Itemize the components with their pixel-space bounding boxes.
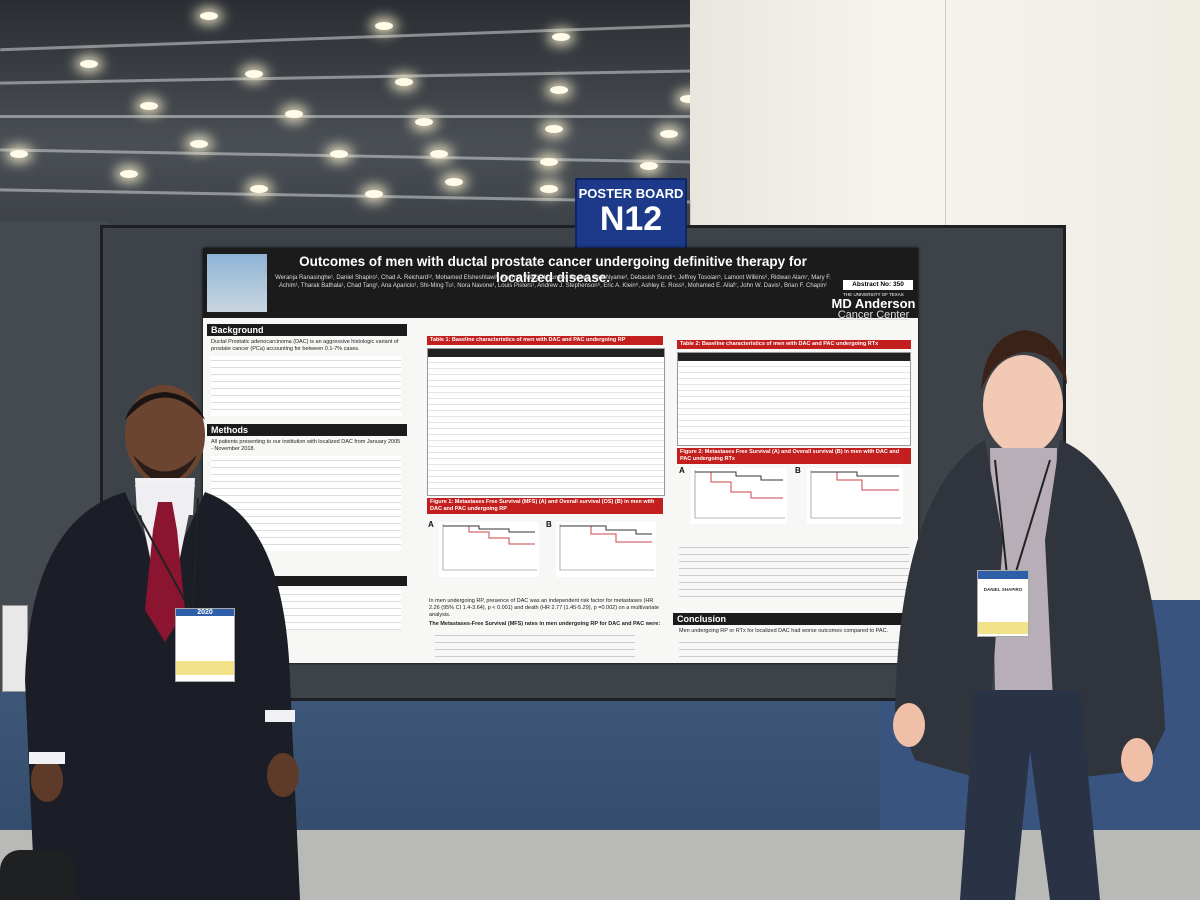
mfs-rates-rp: The Metastases-Free Survival (MFS) rates… — [429, 621, 661, 627]
conclusion-text: Men undergoing RP or RTx for localized D… — [679, 628, 889, 634]
logo-sub: Cancer Center — [837, 309, 910, 321]
results-heading — [207, 576, 407, 586]
results-text-rp: In men undergoing RP, presence of DAC wa… — [429, 598, 659, 618]
sign-number: N12 — [599, 200, 663, 238]
name-badge-left: 2020 — [175, 608, 235, 682]
presenter-right: DANIEL SHAPIRO — [885, 330, 1175, 900]
background-bullets — [211, 356, 401, 416]
os-plot-rtx — [807, 468, 903, 524]
logo-main: MD Anderson — [831, 296, 916, 311]
research-poster: Outcomes of men with ductal prostate can… — [203, 248, 918, 663]
mfs-plot-rp — [439, 522, 539, 577]
table1-heading: Table 1: Baseline characteristics of men… — [427, 336, 663, 345]
figure2-heading: Figure 2: Metastases Free Survival (A) a… — [677, 448, 911, 464]
table2 — [677, 352, 911, 446]
results-text-rtx — [679, 543, 909, 603]
conclusion-bullets — [679, 638, 909, 658]
building-photo — [207, 254, 267, 312]
logo-university: THE UNIVERSITY OF TEXAS — [843, 292, 904, 297]
background-heading: Background — [207, 324, 407, 336]
table1 — [427, 348, 665, 496]
adjacent-poster-sheet — [2, 605, 28, 692]
mfs-plot-rtx — [691, 468, 787, 524]
abstract-number: Abstract No: 350 — [843, 280, 913, 290]
poster-title: Outcomes of men with ductal prostate can… — [299, 254, 807, 285]
poster-board-sign: POSTER BOARD N12 — [575, 178, 687, 254]
poster-authors: Weranja Ranasinghe¹, Daniel Shapiro¹, Ch… — [275, 275, 831, 289]
sign-label: POSTER BOARD — [578, 186, 684, 201]
figure1-heading: Figure 1: Metastases Free Survival (MFS)… — [427, 498, 663, 514]
presenter-left: 2020 — [15, 380, 300, 900]
badge-year: 2020 — [176, 609, 234, 616]
poster-header: Outcomes of men with ductal prostate can… — [203, 248, 918, 321]
conclusion-heading: Conclusion — [673, 613, 907, 625]
background-text: Ductal Prostatic adenocarcinoma (DAC) is… — [211, 339, 399, 352]
table2-heading: Table 2: Baseline characteristics of men… — [677, 340, 911, 349]
institution-logo: THE UNIVERSITY OF TEXAS MD Anderson Canc… — [831, 292, 916, 321]
methods-text: All patients presenting to our instituti… — [211, 439, 401, 452]
name-badge-right: DANIEL SHAPIRO — [977, 570, 1029, 637]
os-plot-rp — [556, 522, 656, 577]
badge-name: DANIEL SHAPIRO — [983, 587, 1023, 592]
rates-list-rp — [435, 631, 635, 659]
backpack — [0, 850, 75, 900]
methods-heading: Methods — [207, 424, 407, 436]
